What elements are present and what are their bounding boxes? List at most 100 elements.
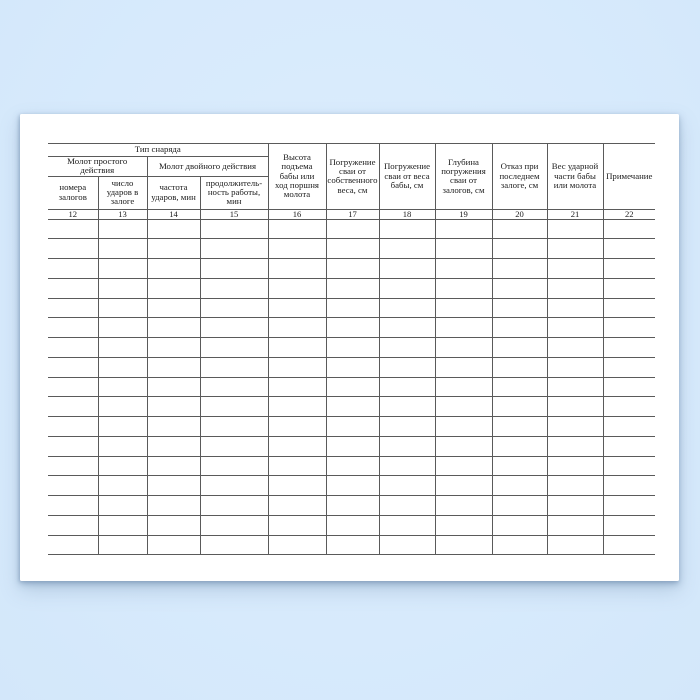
table-cell: [602, 495, 655, 516]
table-cell: [546, 317, 604, 339]
table-cell: [48, 277, 99, 299]
table-cell: [267, 277, 327, 299]
table-cell: [546, 258, 604, 279]
table-row: [48, 277, 655, 299]
table-cell: [97, 455, 148, 477]
header-single-action-hammer: Молот простого действия: [48, 156, 148, 177]
table-cell: [97, 396, 148, 418]
table-cell: [546, 297, 604, 319]
table-cell: [146, 534, 201, 556]
table-cell: [491, 396, 548, 418]
column-number: 15: [199, 208, 269, 220]
table-cell: [48, 396, 99, 418]
table-cell: [97, 297, 148, 319]
table-cell: [48, 475, 99, 497]
table-cell: [48, 534, 99, 556]
table-cell: [199, 376, 269, 398]
table-cell: [325, 376, 380, 398]
table-cell: [546, 455, 604, 477]
table-cell: [325, 534, 380, 556]
table-cell: [602, 356, 655, 378]
table-cell: [97, 416, 148, 437]
table-row: [48, 396, 655, 418]
column-number: 21: [546, 208, 604, 220]
table-cell: [602, 258, 655, 279]
table-cell: [378, 514, 436, 536]
table-cell: [491, 356, 548, 378]
table-cell: [378, 356, 436, 378]
table-cell: [434, 317, 493, 339]
table-cell: [491, 416, 548, 437]
table-cell: [267, 337, 327, 358]
table-cell: [97, 238, 148, 260]
table-cell: [146, 455, 201, 477]
header-group-row: Тип снаряда Высота подъема бабы или ход …: [48, 143, 655, 210]
col-header-20-refusal: Отказ при последнем залоге, см: [491, 143, 548, 210]
table-cell: [325, 337, 380, 358]
table-cell: [546, 238, 604, 260]
table-cell: [199, 258, 269, 279]
table-cell: [48, 297, 99, 319]
table-cell: [491, 277, 548, 299]
table-row: [48, 297, 655, 319]
table-cell: [97, 435, 148, 457]
table-cell: [199, 396, 269, 418]
table-cell: [434, 514, 493, 536]
table-cell: [199, 495, 269, 516]
table-cell: [146, 475, 201, 497]
table-cell: [378, 258, 436, 279]
table-cell: [325, 218, 380, 240]
table-cell: [267, 455, 327, 477]
table-cell: [602, 514, 655, 536]
table-cell: [48, 455, 99, 477]
table-row: [48, 455, 655, 477]
table-cell: [48, 495, 99, 516]
table-cell: [602, 277, 655, 299]
table-cell: [48, 317, 99, 339]
table-cell: [267, 317, 327, 339]
table-cell: [267, 356, 327, 378]
table-cell: [546, 376, 604, 398]
table-cell: [546, 337, 604, 358]
table-cell: [325, 495, 380, 516]
table-cell: [434, 475, 493, 497]
table-cell: [378, 455, 436, 477]
table-cell: [267, 258, 327, 279]
table-cell: [267, 435, 327, 457]
table-cell: [546, 356, 604, 378]
table-cell: [434, 534, 493, 556]
table-row: [48, 495, 655, 516]
table-cell: [146, 277, 201, 299]
table-row: [48, 337, 655, 358]
table-cell: [491, 455, 548, 477]
table-cell: [146, 416, 201, 437]
table-cell: [434, 297, 493, 319]
column-number: 20: [491, 208, 548, 220]
table-cell: [434, 258, 493, 279]
table-cell: [97, 534, 148, 556]
table-cell: [378, 435, 436, 457]
table-cell: [48, 514, 99, 536]
table-row: [48, 376, 655, 398]
table-cell: [267, 495, 327, 516]
table-row: [48, 238, 655, 260]
table-cell: [325, 356, 380, 378]
header-double-action-hammer: Молот двойного действия: [146, 156, 268, 177]
column-number: 17: [325, 208, 380, 220]
table-cell: [434, 356, 493, 378]
table-cell: [199, 475, 269, 497]
table-cell: [378, 416, 436, 437]
header-hammer-row: Молот простого действия Молот двойного д…: [48, 156, 655, 177]
table-cell: [491, 218, 548, 240]
table-cell: [546, 514, 604, 536]
column-number: 12: [48, 208, 99, 220]
table-cell: [48, 416, 99, 437]
table-cell: [602, 297, 655, 319]
col-header-12-pledge-numbers: номера залогов: [48, 175, 99, 210]
table-cell: [602, 376, 655, 398]
table-cell: [199, 416, 269, 437]
table-cell: [267, 376, 327, 398]
col-header-19-sink-depth: Глубина погружения сваи от залогов, см: [434, 143, 493, 210]
table-cell: [434, 396, 493, 418]
